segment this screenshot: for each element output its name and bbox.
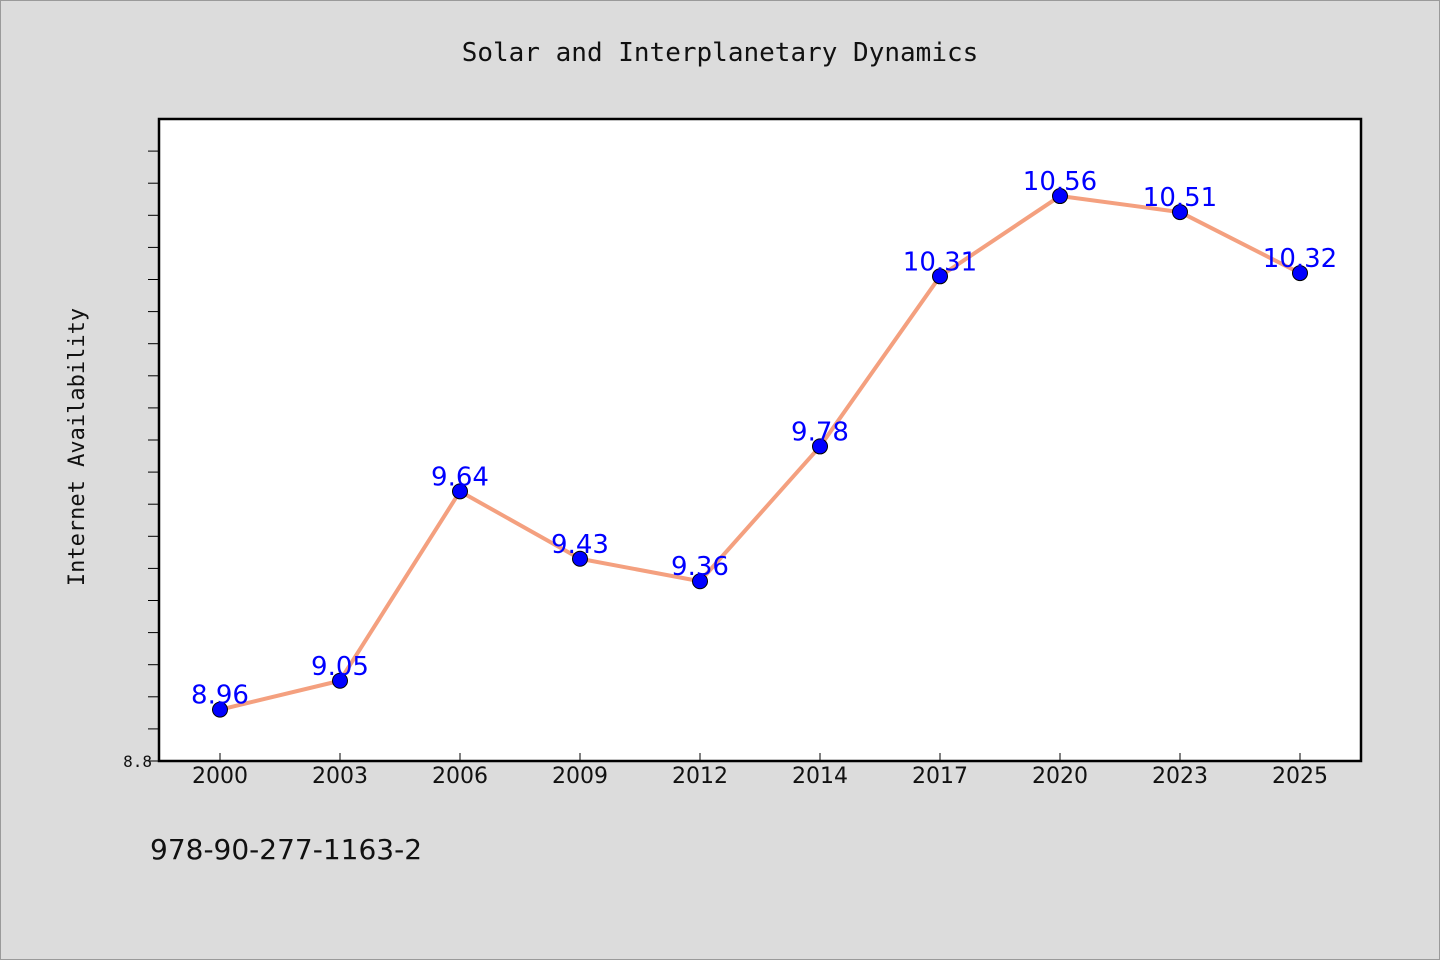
- data-label: 10.51: [1143, 183, 1217, 213]
- data-point: [812, 438, 828, 455]
- x-tick-label: 2023: [1152, 764, 1208, 789]
- data-label: 10.31: [903, 247, 977, 277]
- marker-layer: [212, 188, 1308, 718]
- data-label: 10.56: [1023, 167, 1097, 197]
- data-point: [212, 701, 228, 718]
- footer-code-label: 978-90-277-1163-2: [150, 833, 423, 866]
- y-axis-label: Internet Availability: [65, 308, 90, 586]
- data-label: 9.05: [311, 652, 369, 682]
- plot-area: [157, 117, 1363, 763]
- data-point: [1172, 204, 1188, 221]
- x-axis-ticks: 2000 2003 2006 2009 2012 2014 2017 2020 2023 2025: [192, 753, 1328, 789]
- x-tick-label: 2009: [552, 764, 608, 789]
- data-point: [1292, 265, 1308, 282]
- x-tick-label: 2017: [912, 764, 968, 789]
- data-label: 8.96: [191, 681, 249, 711]
- data-point: [692, 573, 708, 590]
- data-label: 9.78: [791, 417, 849, 447]
- data-label: 9.43: [551, 530, 609, 560]
- series-line: [218, 194, 1302, 712]
- data-label: 9.64: [431, 462, 489, 492]
- data-point: [332, 672, 348, 689]
- chart-title: Solar and Interplanetary Dynamics: [462, 38, 979, 68]
- y-axis-ticks: 8.8: [123, 150, 159, 771]
- x-tick-label: 2006: [432, 764, 488, 789]
- data-point: [572, 550, 588, 567]
- data-label: 10.32: [1263, 244, 1337, 274]
- data-point: [452, 483, 468, 500]
- data-label: 9.36: [671, 552, 729, 582]
- x-tick-label: 2020: [1032, 764, 1088, 789]
- series-layer: [218, 194, 1302, 712]
- x-tick-label: 2003: [312, 764, 368, 789]
- x-tick-label: 2025: [1272, 764, 1328, 789]
- y-tick-label: 8.8: [123, 752, 152, 771]
- data-point: [932, 268, 948, 285]
- data-point: [1052, 188, 1068, 205]
- data-label-layer: 8.96 9.05 9.64 9.43 9.36 9.78 10.31 10.56 10.51 1…: [191, 167, 1337, 711]
- x-tick-label: 2014: [792, 764, 848, 789]
- x-tick-label: 2000: [192, 764, 248, 789]
- x-tick-label: 2012: [672, 764, 728, 789]
